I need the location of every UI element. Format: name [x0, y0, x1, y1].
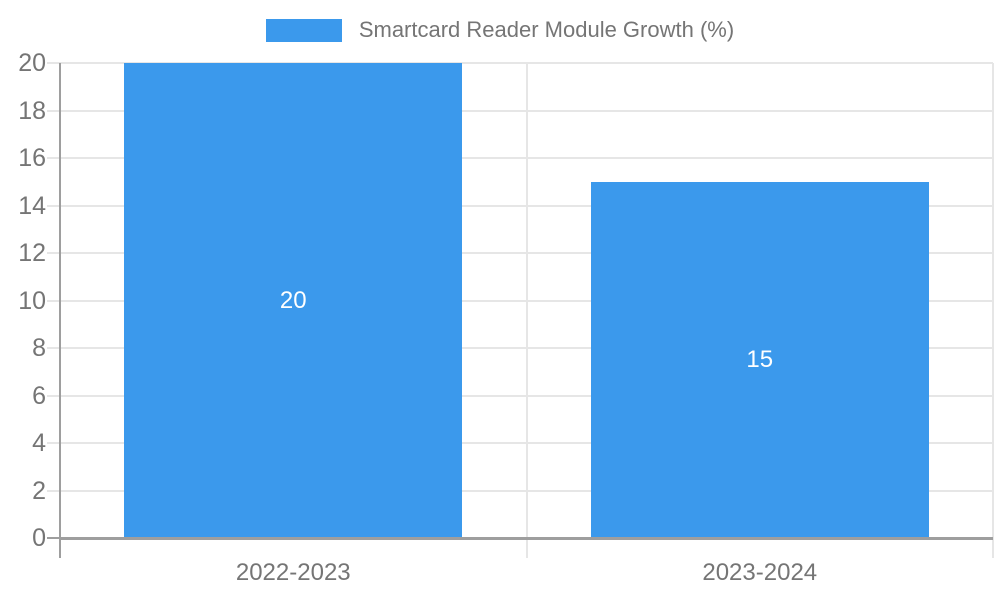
y-gridline — [47, 157, 993, 159]
y-gridline-zero-stub — [47, 537, 60, 539]
legend-item[interactable]: Smartcard Reader Module Growth (%) — [265, 17, 735, 43]
x-axis-category-label: 2023-2024 — [702, 559, 818, 586]
y-gridline — [47, 442, 993, 444]
y-gridline — [47, 109, 993, 112]
vertical-gridline — [525, 63, 528, 558]
y-axis-tick-label: 12 — [18, 239, 46, 267]
y-axis-tick-label: 2 — [32, 476, 46, 505]
bar-value-label: 15 — [746, 345, 774, 373]
y-axis-tick-label: 14 — [18, 191, 46, 220]
y-axis-tick-label: 18 — [18, 96, 46, 125]
y-axis-tick-label: 4 — [32, 429, 46, 457]
y-gridline — [47, 204, 993, 207]
bar-value-label: 20 — [279, 286, 307, 314]
y-gridline — [47, 62, 993, 64]
legend-swatch — [265, 18, 342, 42]
y-gridline — [47, 252, 993, 254]
y-axis-tick-label: 0 — [32, 524, 46, 552]
y-gridline — [47, 347, 993, 349]
y-gridline — [47, 489, 993, 492]
chart-legend: Smartcard Reader Module Growth (%) — [0, 17, 1000, 43]
y-axis-tick-label: 10 — [18, 286, 46, 315]
bar-2023-2024[interactable]: 15 — [590, 181, 929, 538]
y-axis-tick-label: 8 — [32, 334, 46, 362]
x-axis-line — [60, 537, 993, 540]
y-axis-tick-label: 20 — [18, 49, 46, 77]
y-gridline — [47, 394, 993, 397]
vertical-gridline — [992, 63, 994, 558]
y-gridline — [47, 299, 993, 302]
bar-2022-2023[interactable]: 20 — [124, 63, 463, 538]
legend-label: Smartcard Reader Module Growth (%) — [358, 17, 735, 42]
y-axis-tick-label: 16 — [18, 144, 46, 172]
y-axis-tick-label: 6 — [32, 381, 46, 410]
x-axis-category-label: 2022-2023 — [235, 559, 351, 586]
y-axis-line — [59, 63, 61, 558]
